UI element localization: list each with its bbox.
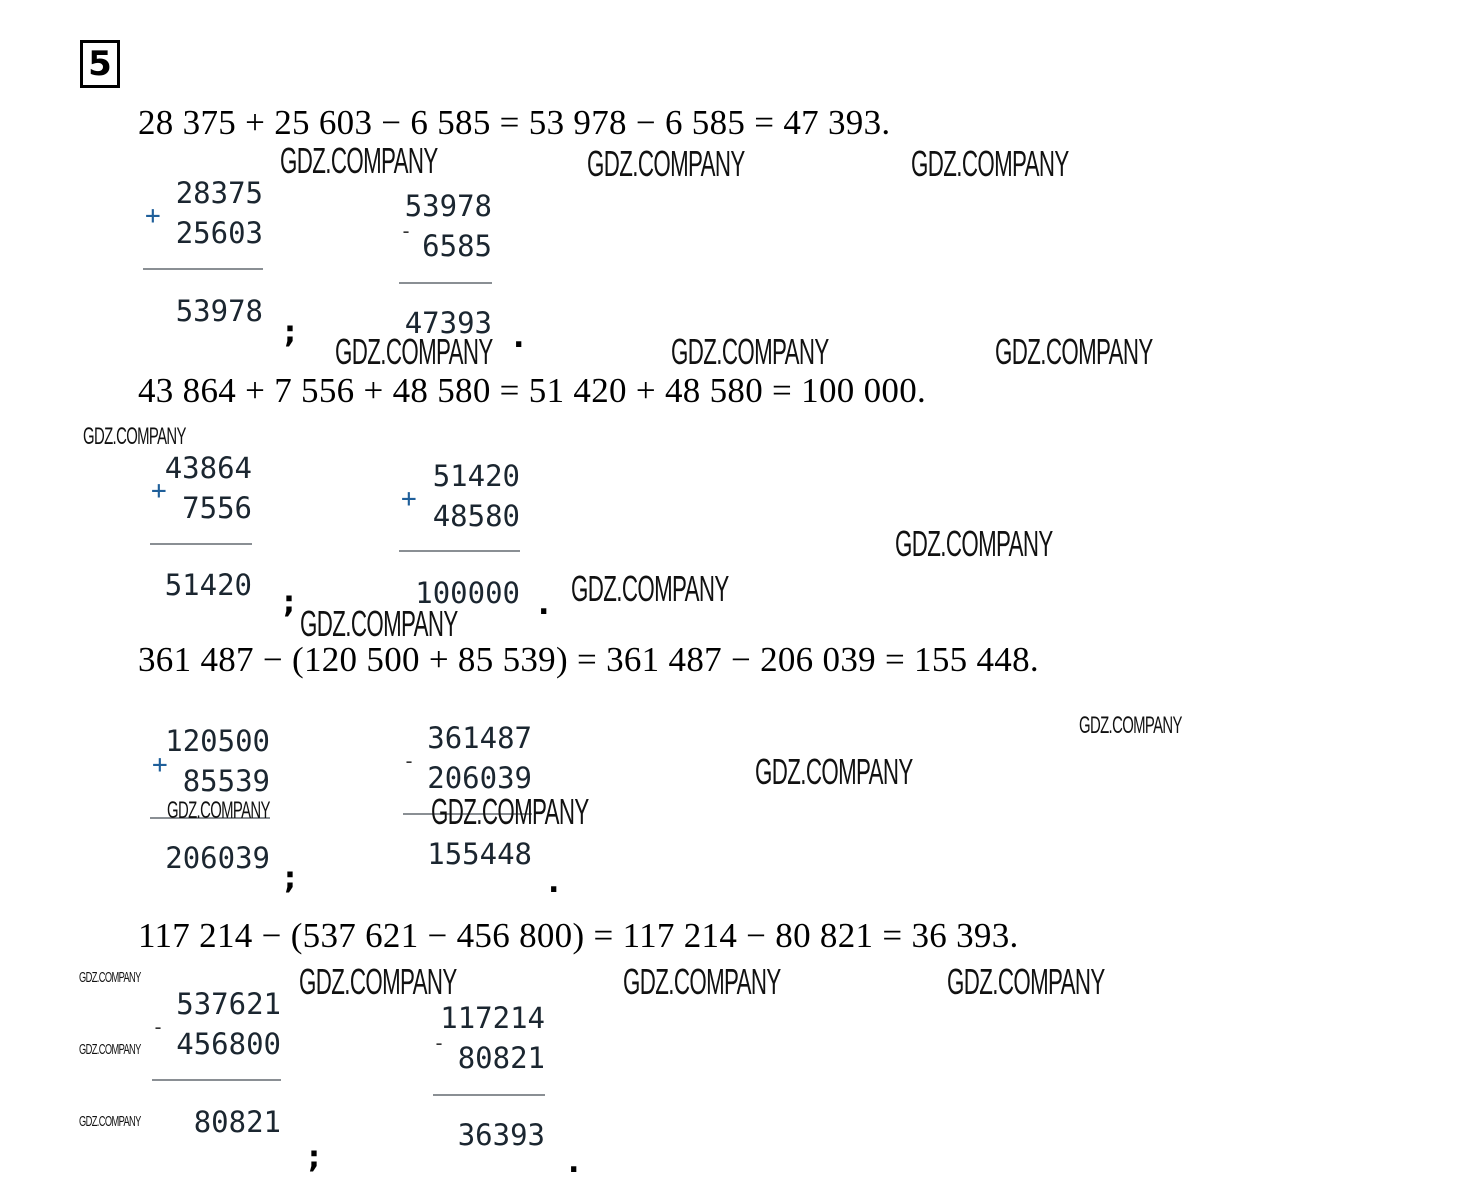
period: .	[538, 587, 550, 622]
watermark: GDZ.COMPANY	[83, 423, 186, 450]
column-rule	[150, 543, 252, 545]
watermark: GDZ.COMPANY	[167, 797, 270, 824]
column-bottom-number: 456800	[176, 1027, 281, 1061]
column-bottom-number: 7556	[182, 491, 252, 525]
watermark: GDZ.COMPANY	[79, 1113, 141, 1130]
column-bottom-number: 206039	[427, 761, 532, 795]
watermark: GDZ.COMPANY	[571, 568, 729, 609]
plus-sign: +	[152, 750, 168, 780]
column-result: 47393	[404, 306, 492, 340]
column-bottom-number: 80821	[457, 1041, 545, 1075]
period: .	[548, 865, 560, 900]
column-top-number: 120500	[165, 724, 270, 758]
minus-sign: -	[403, 749, 416, 773]
column-top-number: 53978	[404, 189, 492, 223]
watermark: GDZ.COMPANY	[587, 143, 745, 184]
semicolon: ;	[283, 585, 295, 620]
equation-3: 361 487 − (120 500 + 85 539) = 361 487 −…	[138, 640, 1039, 679]
column-bottom-number: 48580	[432, 499, 520, 533]
watermark: GDZ.COMPANY	[623, 961, 781, 1002]
column-top-number: 117214	[440, 1001, 545, 1035]
column-top-number: 361487	[427, 721, 532, 755]
watermark: GDZ.COMPANY	[1079, 712, 1182, 739]
column-result: 155448	[427, 837, 532, 871]
plus-sign: +	[145, 201, 161, 231]
column-rule	[150, 817, 270, 819]
period: .	[568, 1145, 580, 1180]
column-bottom-number: 25603	[175, 216, 263, 250]
column-rule	[152, 1079, 281, 1081]
semicolon: ;	[284, 315, 296, 350]
watermark: GDZ.COMPANY	[947, 961, 1105, 1002]
plus-sign: +	[401, 484, 417, 514]
watermark: GDZ.COMPANY	[431, 791, 589, 832]
minus-sign: -	[400, 219, 413, 243]
column-rule	[403, 813, 532, 815]
watermark: GDZ.COMPANY	[280, 140, 438, 181]
column-rule	[433, 1094, 545, 1096]
watermark: GDZ.COMPANY	[299, 961, 457, 1002]
watermark: GDZ.COMPANY	[335, 331, 493, 372]
column-rule	[143, 268, 263, 270]
column-result: 53978	[175, 294, 263, 328]
minus-sign: -	[152, 1015, 165, 1039]
task-number: 5	[80, 40, 120, 88]
column-result: 100000	[415, 576, 520, 610]
equation-1: 28 375 + 25 603 − 6 585 = 53 978 − 6 585…	[138, 103, 891, 142]
column-result: 80821	[193, 1105, 281, 1139]
semicolon: ;	[308, 1140, 320, 1175]
column-result: 206039	[165, 841, 270, 875]
semicolon: ;	[284, 861, 296, 896]
watermark: GDZ.COMPANY	[79, 1041, 141, 1058]
equation-4: 117 214 − (537 621 − 456 800) = 117 214 …	[138, 916, 1019, 955]
column-bottom-number: 6585	[422, 229, 492, 263]
watermark: GDZ.COMPANY	[911, 143, 1069, 184]
column-top-number: 28375	[175, 176, 263, 210]
column-top-number: 537621	[176, 987, 281, 1021]
watermark: GDZ.COMPANY	[671, 331, 829, 372]
watermark: GDZ.COMPANY	[995, 331, 1153, 372]
column-result: 36393	[457, 1118, 545, 1152]
column-bottom-number: 85539	[182, 764, 270, 798]
watermark: GDZ.COMPANY	[79, 969, 141, 986]
column-rule	[399, 282, 492, 284]
column-rule	[399, 550, 520, 552]
watermark: GDZ.COMPANY	[755, 751, 913, 792]
watermark: GDZ.COMPANY	[300, 603, 458, 644]
plus-sign: +	[151, 476, 167, 506]
equation-2: 43 864 + 7 556 + 48 580 = 51 420 + 48 58…	[138, 371, 927, 410]
watermark: GDZ.COMPANY	[895, 523, 1053, 564]
column-result: 51420	[164, 568, 252, 602]
minus-sign: -	[433, 1031, 446, 1055]
column-top-number: 51420	[432, 459, 520, 493]
column-top-number: 43864	[164, 451, 252, 485]
period: .	[513, 320, 525, 355]
